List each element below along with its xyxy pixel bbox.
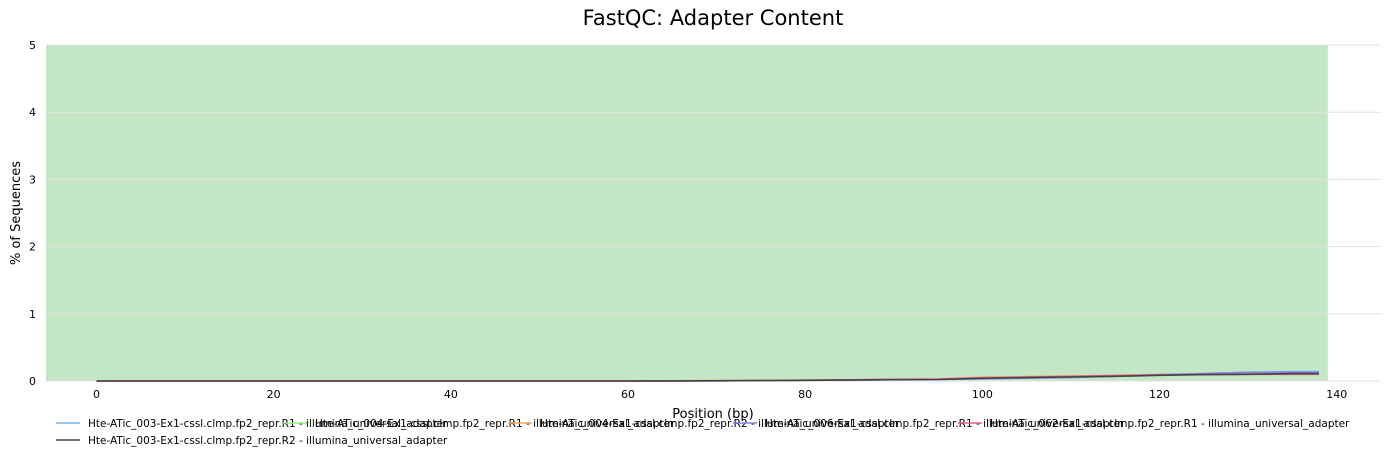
legend-item-5[interactable]: Hte-ATic_062-Ex1-cssl.clmp.fp2_repr.R1 -… (958, 418, 1350, 430)
legend-label: Hte-ATic_003-Ex1-cssl.clmp.fp2_repr.R1 -… (88, 418, 448, 430)
legend-label: Hte-ATic_006-Ex1-cssl.clmp.fp2_repr.R1 -… (765, 418, 1125, 430)
legend: Hte-ATic_003-Ex1-cssl.clmp.fp2_repr.R1 -… (56, 418, 1350, 447)
background-band (46, 45, 1328, 381)
y-tick-label: 1 (29, 308, 36, 321)
x-tick-label: 40 (444, 388, 458, 401)
legend-label: Hte-ATic_004-Ex1-cssl.clmp.fp2_repr.R2 -… (540, 418, 900, 430)
y-tick-label: 2 (29, 241, 36, 254)
legend-item-3[interactable]: Hte-ATic_004-Ex1-cssl.clmp.fp2_repr.R2 -… (508, 418, 900, 430)
x-tick-label: 120 (1149, 388, 1170, 401)
legend-label: Hte-ATic_062-Ex1-cssl.clmp.fp2_repr.R1 -… (990, 418, 1350, 430)
legend-label: Hte-ATic_003-Ex1-cssl.clmp.fp2_repr.R2 -… (88, 435, 448, 447)
x-axis-label: Position (bp) (672, 407, 753, 422)
y-tick-label: 4 (29, 106, 36, 119)
series-layer (96, 370, 1319, 382)
x-tick-label: 60 (621, 388, 635, 401)
x-tick-label: 0 (93, 388, 100, 401)
tick-layer: 0 1 2 3 4 5 0 20 40 60 80 100 120 140 (29, 39, 1347, 401)
legend-item-1[interactable]: Hte-ATic_003-Ex1-cssl.clmp.fp2_repr.R1 -… (56, 418, 448, 430)
legend-item-2[interactable]: Hte-ATic_004-Ex1-cssl.clmp.fp2_repr.R1 -… (283, 418, 675, 430)
x-tick-label: 20 (267, 388, 281, 401)
background-band-layer (46, 45, 1328, 381)
y-tick-label: 5 (29, 39, 36, 52)
x-tick-label: 140 (1326, 388, 1347, 401)
chart-title: FastQC: Adapter Content (582, 6, 844, 30)
y-tick-label: 0 (29, 375, 36, 388)
x-tick-label: 80 (798, 388, 812, 401)
legend-item-6[interactable]: Hte-ATic_003-Ex1-cssl.clmp.fp2_repr.R2 -… (56, 435, 448, 447)
x-tick-label: 100 (972, 388, 993, 401)
y-axis-label: % of Sequences (9, 161, 24, 265)
legend-item-4[interactable]: Hte-ATic_006-Ex1-cssl.clmp.fp2_repr.R1 -… (733, 418, 1125, 430)
legend-label: Hte-ATic_004-Ex1-cssl.clmp.fp2_repr.R1 -… (315, 418, 675, 430)
series-line-6 (96, 372, 1319, 382)
y-tick-label: 3 (29, 173, 36, 186)
